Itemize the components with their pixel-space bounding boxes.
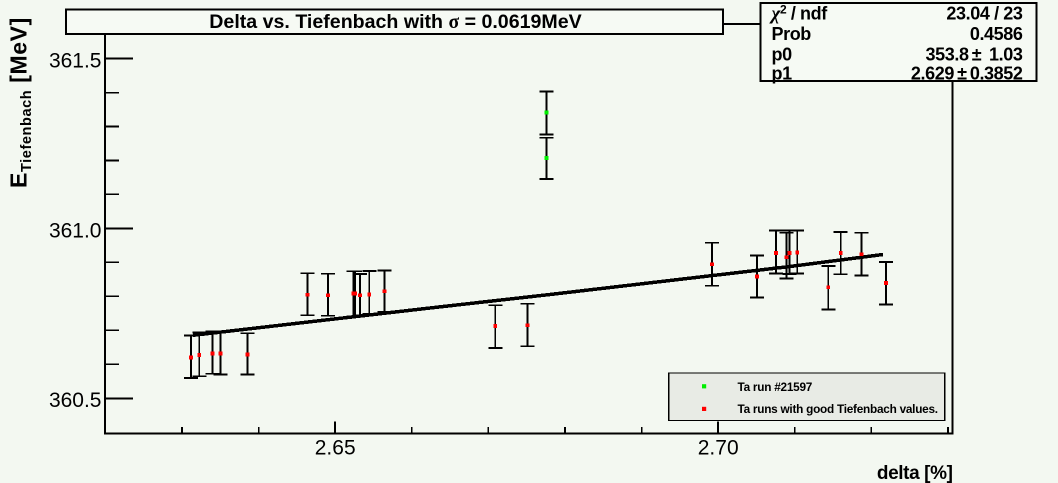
svg-text:361.0: 361.0 [49, 219, 102, 242]
svg-text:Ta runs with good Tiefenbach v: Ta runs with good Tiefenbach values. [738, 402, 938, 416]
svg-text:Prob: Prob [772, 24, 812, 44]
svg-text:353.8 ± 1.03: 353.8 ± 1.03 [926, 45, 1023, 65]
svg-text:2.65: 2.65 [315, 436, 356, 459]
svg-text:χ2 / ndf: χ2 / ndf [769, 3, 829, 25]
svg-text:delta [%]: delta [%] [877, 463, 953, 483]
svg-text:Ta run #21597: Ta run #21597 [738, 380, 813, 394]
svg-text:p1: p1 [772, 64, 793, 84]
svg-text:2.629 ± 0.3852: 2.629 ± 0.3852 [911, 64, 1023, 84]
svg-text:0.4586: 0.4586 [970, 24, 1023, 44]
svg-text:23.04 / 23: 23.04 / 23 [946, 4, 1022, 24]
svg-text:360.5: 360.5 [49, 389, 102, 412]
svg-text:2.70: 2.70 [698, 436, 739, 459]
svg-text:361.5: 361.5 [49, 50, 102, 73]
svg-text:Delta vs. Tiefenbach with σ =: Delta vs. Tiefenbach with σ = 0.0619MeV [209, 11, 581, 33]
svg-text:p0: p0 [772, 45, 793, 65]
